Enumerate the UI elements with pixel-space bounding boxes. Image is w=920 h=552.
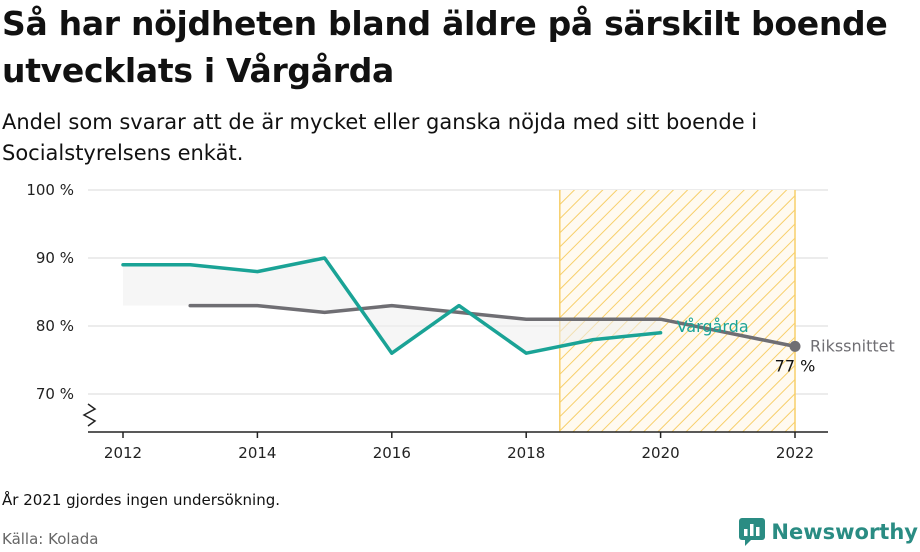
difference-area xyxy=(190,258,661,354)
x-tick-label: 2020 xyxy=(642,444,680,462)
difference-fill xyxy=(123,258,661,354)
series-lines xyxy=(121,256,801,355)
x-tick-label: 2012 xyxy=(104,444,142,462)
series-label-vargarda: Vårgårda xyxy=(677,317,749,336)
highlight-area xyxy=(559,190,795,432)
y-tick-label: 100 % xyxy=(26,181,74,199)
difference-area xyxy=(123,264,191,306)
series-line-rikssnittet xyxy=(188,303,797,349)
end-point-marker xyxy=(789,340,801,352)
y-tick-label: 70 % xyxy=(36,385,74,403)
x-tick-label: 2016 xyxy=(373,444,411,462)
highlight-region xyxy=(559,190,796,432)
brand-name: Newsworthy xyxy=(771,520,918,544)
end-value-label: 77 % xyxy=(775,356,816,375)
y-tick-label: 80 % xyxy=(36,317,74,335)
series-label-rikssnittet: Rikssnittet xyxy=(810,336,895,355)
x-tick-label: 2018 xyxy=(507,444,545,462)
y-tick-label: 90 % xyxy=(36,249,74,267)
axes: 70 % 80 % 90 % 100 % 2012 2014 2016 2018 2020 202… xyxy=(26,181,828,462)
x-tick-label: 2022 xyxy=(776,444,814,462)
brand-logo: Newsworthy xyxy=(739,518,918,546)
series-line-vargarda xyxy=(121,256,663,355)
source-text: Källa: Kolada xyxy=(2,530,99,548)
footnote: År 2021 gjordes ingen undersökning. xyxy=(2,491,281,509)
newsworthy-logo-icon xyxy=(739,518,766,546)
axis-break-icon xyxy=(82,403,97,427)
x-tick-label: 2014 xyxy=(238,444,276,462)
chart-subtitle: Andel som svarar att de är mycket eller … xyxy=(2,110,758,165)
chart-title: Så har nöjdheten bland äldre på särskilt… xyxy=(2,4,888,90)
